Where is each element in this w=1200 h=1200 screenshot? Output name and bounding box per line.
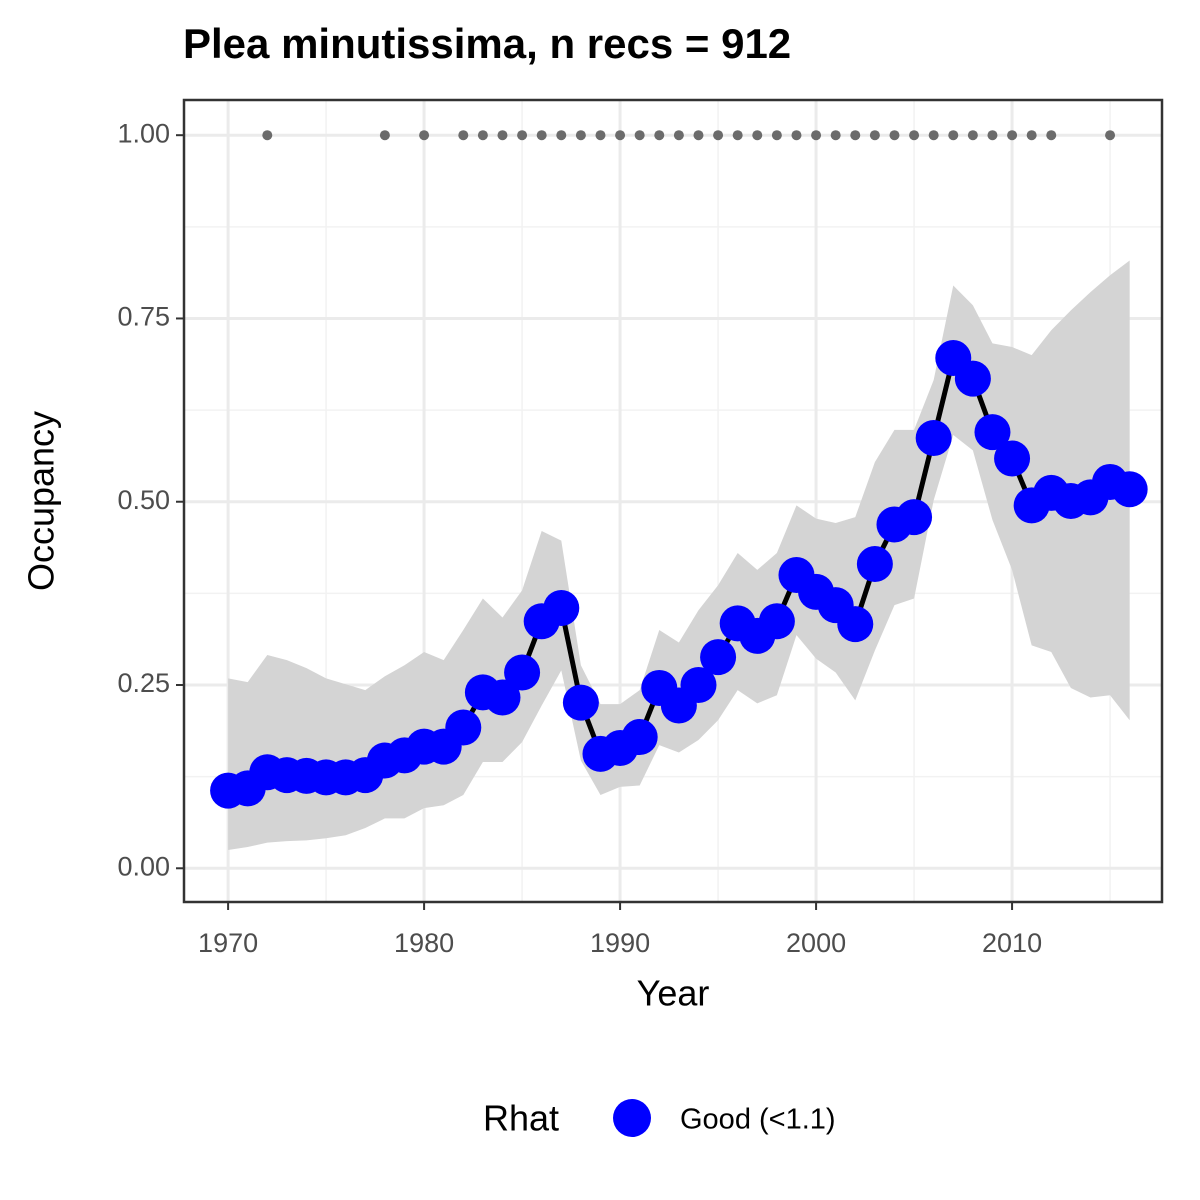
point (896, 499, 933, 536)
record-dot (654, 130, 665, 141)
record-dot (713, 130, 724, 141)
y-tick-label: 0.75 (117, 302, 170, 332)
point (680, 667, 717, 704)
point (445, 709, 482, 746)
point (562, 684, 599, 721)
point (758, 603, 795, 640)
point (543, 590, 580, 627)
record-dot (732, 130, 743, 141)
y-axis-title: Occupancy (21, 411, 62, 591)
record-dot (791, 130, 802, 141)
point (504, 654, 541, 691)
record-dot (850, 130, 861, 141)
record-dot (477, 130, 488, 141)
record-dot (948, 130, 959, 141)
record-dot (830, 130, 841, 141)
record-dot (536, 130, 547, 141)
record-dot (869, 130, 880, 141)
record-dot (909, 130, 920, 141)
record-dot (889, 130, 900, 141)
record-dot (1026, 130, 1037, 141)
chart-title: Plea minutissima, n recs = 912 (183, 20, 791, 67)
record-dot (262, 130, 273, 141)
record-dot (771, 130, 782, 141)
record-dot (673, 130, 684, 141)
record-dot (693, 130, 704, 141)
record-dot (967, 130, 978, 141)
record-dot (419, 130, 430, 141)
point (994, 440, 1031, 477)
record-dot (379, 130, 390, 141)
point (700, 639, 737, 676)
legend-title: Rhat (483, 1098, 559, 1139)
x-tick-label: 2000 (786, 928, 846, 958)
y-tick-label: 0.50 (117, 485, 170, 515)
legend: Rhat Good (<1.1) (483, 1098, 836, 1139)
y-tick-label: 0.00 (117, 851, 170, 881)
record-dot (595, 130, 606, 141)
record-dot (497, 130, 508, 141)
point (974, 414, 1011, 451)
x-tick-label: 1970 (198, 928, 258, 958)
point (837, 606, 874, 643)
y-tick-label: 1.00 (117, 118, 170, 148)
point (915, 419, 952, 456)
point (621, 719, 658, 756)
record-dot (987, 130, 998, 141)
record-dot (928, 130, 939, 141)
point (1111, 471, 1148, 508)
record-dot (1007, 130, 1018, 141)
record-dot (517, 130, 528, 141)
legend-key (613, 1099, 651, 1137)
record-dot (556, 130, 567, 141)
y-tick-label: 0.25 (117, 668, 170, 698)
point (954, 360, 991, 397)
x-tick-label: 1990 (590, 928, 650, 958)
x-tick-label: 1980 (394, 928, 454, 958)
x-tick-label: 2010 (982, 928, 1042, 958)
record-dot (615, 130, 626, 141)
point (484, 679, 521, 716)
record-dot (752, 130, 763, 141)
record-dot (458, 130, 469, 141)
record-dot (811, 130, 822, 141)
record-dot (1105, 130, 1116, 141)
panel-border (182, 98, 1164, 904)
point (856, 546, 893, 583)
record-dot (575, 130, 586, 141)
legend-label: Good (<1.1) (680, 1104, 836, 1136)
x-axis-title: Year (637, 973, 710, 1014)
record-dot (634, 130, 645, 141)
record-dot (1046, 130, 1057, 141)
confidence-band (228, 260, 1130, 850)
